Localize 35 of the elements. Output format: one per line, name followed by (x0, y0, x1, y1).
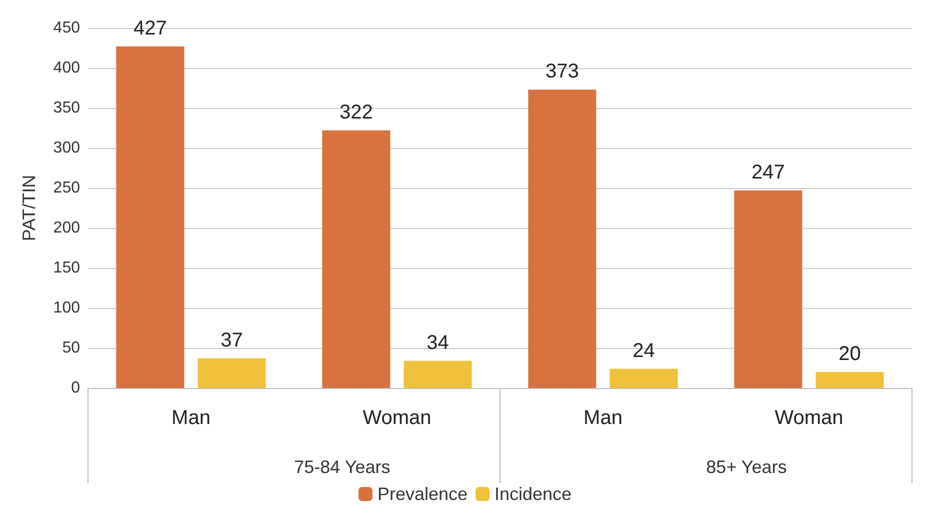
bar (734, 190, 802, 388)
legend-label: Prevalence (377, 484, 468, 504)
y-axis-title: PAT/TIN (19, 174, 39, 242)
text: 85+ Years (706, 457, 787, 477)
bar (322, 130, 390, 388)
y-tick-label: 300 (53, 140, 80, 156)
data-label: 20 (838, 343, 861, 365)
bar (816, 372, 884, 388)
text: 75-84 Years (294, 457, 390, 477)
data-label: 322 (340, 101, 373, 124)
y-tick-label: 450 (53, 20, 80, 36)
bar (610, 368, 678, 388)
y-tick-label: 100 (53, 300, 80, 316)
y-tick-label: 350 (53, 100, 80, 116)
data-label: 427 (134, 17, 167, 40)
y-tick-label: 400 (53, 60, 80, 76)
bar (116, 46, 184, 388)
y-tick-label: 150 (53, 260, 80, 276)
bar (528, 90, 596, 388)
data-label: 37 (220, 329, 243, 352)
x-tick-label: Woman (774, 407, 844, 429)
bar (198, 358, 266, 388)
legend-label: Incidence (494, 484, 572, 504)
data-label: 34 (426, 332, 449, 354)
y-tick-label: 200 (53, 220, 80, 236)
y-tick-label: 0 (71, 380, 80, 396)
bar (404, 360, 472, 388)
y-tick-label: 50 (62, 340, 80, 356)
data-label: 24 (632, 340, 655, 362)
y-tick-label: 250 (53, 180, 80, 196)
x-tick-label: Man (172, 407, 210, 429)
data-label: 373 (546, 60, 579, 83)
x-tick-label: Woman (362, 407, 432, 429)
data-label: 247 (752, 161, 785, 184)
x-tick-label: Man (584, 407, 622, 429)
